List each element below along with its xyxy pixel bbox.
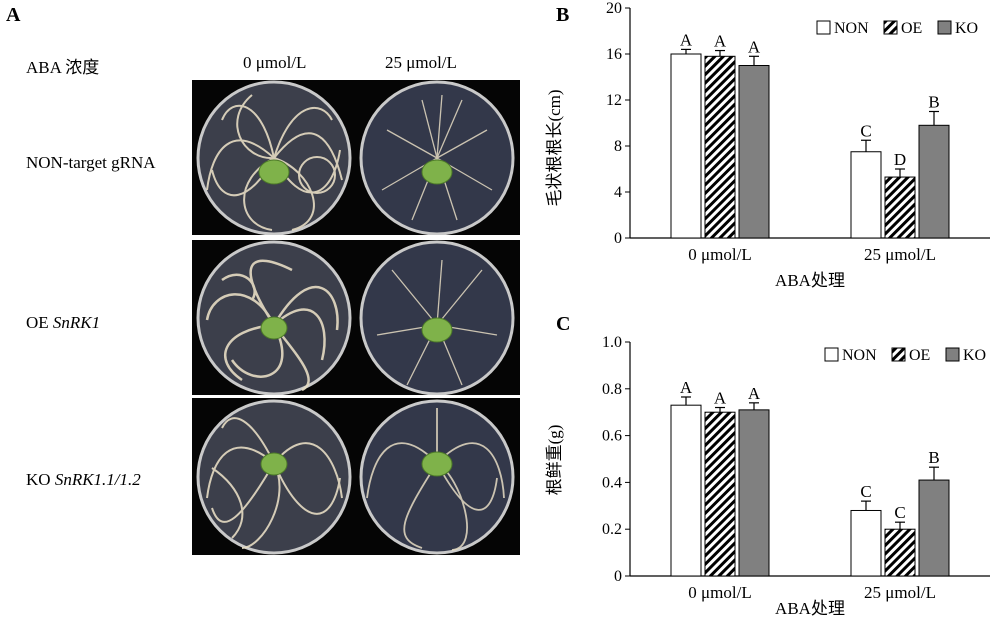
chart-c-significance-letter: C <box>894 503 905 522</box>
row-label-oe-prefix: OE <box>26 313 53 332</box>
column-header-25: 25 μmol/L <box>385 53 457 72</box>
chart-b-category-label: 0 μmol/L <box>688 245 751 264</box>
chart-c-bar-oe <box>884 528 916 577</box>
chart-c-bars: A A A C C B <box>670 378 950 577</box>
chart-c-category-label: 0 μmol/L <box>688 583 751 602</box>
chart-c-significance-letter: A <box>748 384 761 403</box>
chart-b-ytick-label: 0 <box>614 230 622 247</box>
chart-c-xlabel: ABA处理 <box>775 599 845 618</box>
panel-a-label: A <box>6 4 21 26</box>
chart-b-significance-letter: A <box>748 37 761 56</box>
chart-c-ylabel: 根鲜重(g) <box>545 425 564 496</box>
chart-c-ytick-label: 0 <box>614 568 622 585</box>
photo-non-target <box>192 80 520 235</box>
legend-c-oe: OE <box>909 347 930 364</box>
chart-b-significance-letter: A <box>680 30 693 49</box>
chart-c-bar-ko <box>738 409 770 577</box>
legend-b-oe: OE <box>901 20 922 37</box>
chart-b-ytick-label: 16 <box>606 46 622 63</box>
chart-b-significance-letter: A <box>714 32 727 51</box>
row-label-ko-prefix: KO <box>26 470 55 489</box>
legend-c-oe-swatch <box>891 347 906 362</box>
row-label-ko-gene: SnRK1.1/1.2 <box>54 470 141 489</box>
chart-b-xlabel: ABA处理 <box>775 271 845 290</box>
chart-c-category-label: 25 μmol/L <box>864 583 936 602</box>
legend-b-ko-swatch <box>937 20 952 35</box>
photo-non-target-svg <box>192 80 520 235</box>
chart-b-significance-letter: B <box>928 93 939 112</box>
chart-c-ytick-label: 0.4 <box>602 474 622 491</box>
chart-c-ytick-label: 0.2 <box>602 521 622 538</box>
chart-c-bar-non <box>850 509 882 577</box>
photo-ko-snrk11-12 <box>192 398 520 555</box>
chart-b-bar-oe <box>704 55 736 239</box>
legend-b-non: NON <box>834 20 869 37</box>
chart-b-ytick-label: 20 <box>606 0 622 17</box>
chart-c-legend: NON OE KO <box>824 347 986 364</box>
chart-b-bar-non <box>850 151 882 239</box>
chart-b-bar-non <box>670 53 702 239</box>
legend-b-non-swatch <box>816 20 831 35</box>
chart-b-bars: A A A C D B <box>670 30 950 239</box>
chart-c-ytick-label: 0.6 <box>602 428 622 445</box>
row-label-ko: KO SnRK1.1/1.2 <box>26 470 141 490</box>
chart-c-ytick-label: 1.0 <box>602 334 622 351</box>
chart-c-bar-non <box>670 404 702 577</box>
chart-b-ylabel: 毛状根根长(cm) <box>545 89 564 206</box>
row-label-oe-gene: SnRK1 <box>52 313 101 332</box>
legend-c-non-swatch <box>824 347 839 362</box>
chart-b-ytick-label: 8 <box>614 138 622 155</box>
chart-b-bar-ko <box>918 124 950 239</box>
chart-b-significance-letter: C <box>860 121 871 140</box>
chart-c: 根鲜重(g) 0 0.2 0.4 0.6 0.8 1.0 0 μmol/L 25 μmol/L… <box>545 334 990 618</box>
panel-b-label: B <box>556 4 570 26</box>
photo-ko-snrk11-12-svg <box>192 398 520 555</box>
legend-c-non: NON <box>842 347 877 364</box>
photo-oe-snrk1 <box>192 240 520 395</box>
legend-c-ko-swatch <box>945 347 960 362</box>
chart-b-significance-letter: D <box>894 150 906 169</box>
chart-b-ytick-label: 4 <box>614 184 622 201</box>
chart-c-bar-oe <box>704 411 736 577</box>
panel-c-label: C <box>556 313 571 335</box>
aba-concentration-label: ABA 浓度 <box>26 58 100 77</box>
chart-c-significance-letter: B <box>928 448 939 467</box>
chart-b-bar-ko <box>738 65 770 239</box>
chart-c-significance-letter: C <box>860 482 871 501</box>
chart-b-legend: NON OE KO <box>816 20 978 37</box>
photo-oe-snrk1-svg <box>192 240 520 395</box>
column-header-0: 0 μmol/L <box>243 53 307 72</box>
chart-b-ytick-label: 12 <box>606 92 622 109</box>
legend-b-ko: KO <box>955 20 978 37</box>
chart-b-category-label: 25 μmol/L <box>864 245 936 264</box>
chart-b-bar-oe <box>884 176 916 239</box>
legend-b-oe-swatch <box>883 20 898 35</box>
row-label-oe: OE SnRK1 <box>26 313 100 333</box>
chart-c-bar-ko <box>918 479 950 577</box>
chart-c-significance-letter: A <box>680 378 693 397</box>
legend-c-ko: KO <box>963 347 986 364</box>
row-label-non: NON-target gRNA <box>26 153 156 172</box>
chart-c-significance-letter: A <box>714 389 727 408</box>
chart-c-ytick-label: 0.8 <box>602 381 622 398</box>
